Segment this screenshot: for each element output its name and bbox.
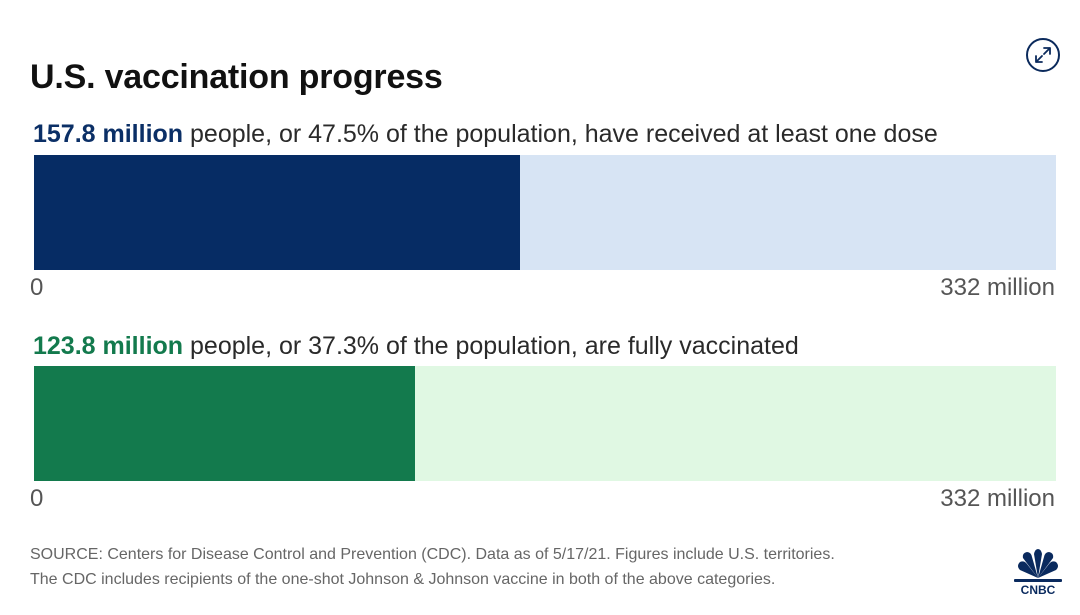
dose-label: 157.8 million people, or 47.5% of the po… (33, 120, 938, 149)
dose-bar-fill (34, 155, 520, 270)
dose-axis-max: 332 million (940, 274, 1055, 301)
full-axis-min: 0 (30, 485, 44, 512)
dose-label-lead: 157.8 million (33, 120, 184, 148)
expand-arrows-icon (1035, 47, 1051, 63)
expand-button[interactable] (1026, 38, 1060, 72)
dose-label-rest: people, or 47.5% of the population, have… (183, 120, 938, 148)
cnbc-peacock-logo: CNBC (1014, 549, 1062, 597)
source-line-1: SOURCE: Centers for Disease Control and … (30, 546, 835, 563)
cnbc-logo: CNBC (1010, 548, 1066, 597)
cnbc-logo-text: CNBC (1021, 583, 1056, 596)
full-bar-fill (34, 366, 416, 481)
source-note: SOURCE: Centers for Disease Control and … (30, 542, 990, 592)
full-axis-max: 332 million (940, 485, 1055, 512)
dose-axis-min: 0 (30, 274, 44, 301)
full-label-lead: 123.8 million (33, 332, 184, 360)
source-line-2: The CDC includes recipients of the one-s… (30, 571, 776, 588)
full-label-rest: people, or 37.3% of the population, are … (183, 332, 799, 360)
full-bar-track (34, 366, 1056, 481)
chart-title: U.S. vaccination progress (30, 58, 443, 96)
dose-bar-track (34, 155, 1056, 270)
full-label: 123.8 million people, or 37.3% of the po… (33, 332, 799, 361)
